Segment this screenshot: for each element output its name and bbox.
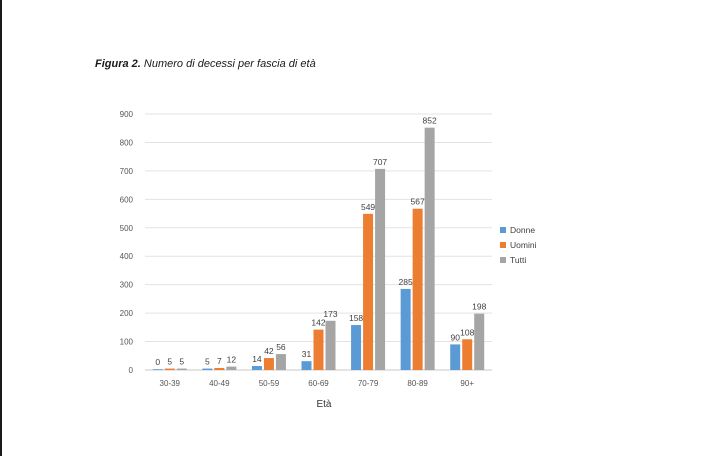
bar-donne-70-79 (351, 325, 362, 370)
data-label: 707 (373, 157, 387, 167)
data-label: 108 (460, 327, 474, 337)
figure-caption-text: Numero di decessi per fascia di età (143, 58, 316, 70)
data-label: 285 (399, 277, 413, 287)
x-tick-label: 60-69 (308, 379, 329, 388)
y-tick-label: 900 (120, 110, 134, 119)
data-label: 42 (264, 346, 274, 356)
bar-donne-80-89 (400, 288, 411, 370)
bar-tutti-30-39 (176, 368, 187, 370)
y-tick-label: 800 (120, 138, 134, 147)
y-tick-label: 300 (120, 281, 134, 290)
y-tick-label: 700 (120, 167, 134, 176)
legend-swatch-tutti (500, 257, 506, 263)
data-label: 173 (323, 309, 337, 319)
legend-label-donne: Donne (510, 225, 535, 235)
y-tick-label: 200 (120, 309, 134, 318)
bar-uomini-50-59 (263, 358, 274, 370)
legend: Donne Uomini Tutti (500, 225, 537, 265)
bar-uomini-30-39 (164, 368, 175, 370)
x-tick-label: 80-89 (407, 379, 428, 388)
x-tick-label: 50-59 (259, 379, 280, 388)
data-label: 549 (361, 202, 375, 212)
x-axis-title: Età (316, 399, 331, 410)
bar-tutti-60-69 (325, 320, 336, 370)
bar-uomini-80-89 (412, 208, 423, 370)
y-axis-ticks: 0 100 200 300 400 500 600 700 800 900 (120, 110, 134, 375)
data-label: 7 (217, 356, 222, 366)
bar-tutti-50-59 (275, 354, 286, 370)
data-label: 198 (472, 302, 486, 312)
left-edge-line (0, 0, 2, 456)
legend-swatch-uomini (500, 242, 506, 248)
bar-uomini-40-49 (214, 368, 225, 370)
legend-label-tutti: Tutti (510, 255, 526, 265)
data-label: 567 (411, 197, 425, 207)
data-label: 5 (167, 357, 172, 367)
bar-uomini-60-69 (313, 329, 324, 370)
legend-swatch-donne (500, 227, 506, 233)
x-tick-label: 90+ (460, 379, 474, 388)
y-tick-label: 100 (120, 338, 134, 347)
data-label: 31 (302, 349, 312, 359)
y-tick-label: 600 (120, 195, 134, 204)
bar-tutti-70-79 (375, 168, 386, 370)
data-label: 142 (311, 318, 325, 328)
bar-tutti-40-49 (226, 366, 237, 370)
x-tick-label: 70-79 (358, 379, 379, 388)
x-tick-label: 40-49 (209, 379, 230, 388)
bar-uomini-90+ (462, 339, 473, 370)
data-label: 852 (423, 116, 437, 126)
bar-donne-50-59 (251, 366, 262, 370)
y-tick-label: 500 (120, 224, 134, 233)
x-tick-label: 30-39 (160, 379, 181, 388)
data-label: 5 (179, 357, 184, 367)
bar-donne-30-39 (152, 369, 163, 370)
data-label: 14 (252, 354, 262, 364)
data-label: 90 (450, 332, 460, 342)
bar-tutti-80-89 (424, 127, 435, 370)
bar-donne-90+ (450, 344, 461, 370)
data-label: 158 (349, 313, 363, 323)
figure-caption: Figura 2. Numero di decessi per fascia d… (95, 58, 316, 70)
bar-uomini-70-79 (363, 213, 374, 370)
bar-donne-40-49 (202, 368, 213, 370)
data-label: 12 (227, 355, 237, 365)
figure-label: Figura 2. (95, 58, 141, 70)
data-label: 56 (276, 342, 286, 352)
data-label: 0 (155, 357, 160, 367)
bars (152, 127, 485, 370)
y-tick-label: 0 (129, 366, 134, 375)
y-tick-label: 400 (120, 252, 134, 261)
data-label: 5 (205, 357, 210, 367)
legend-label-uomini: Uomini (510, 240, 537, 250)
x-axis-ticks: 30-39 40-49 50-59 60-69 70-79 80-89 90+ (160, 379, 475, 388)
bar-tutti-90+ (474, 313, 485, 370)
bar-donne-60-69 (301, 361, 312, 370)
